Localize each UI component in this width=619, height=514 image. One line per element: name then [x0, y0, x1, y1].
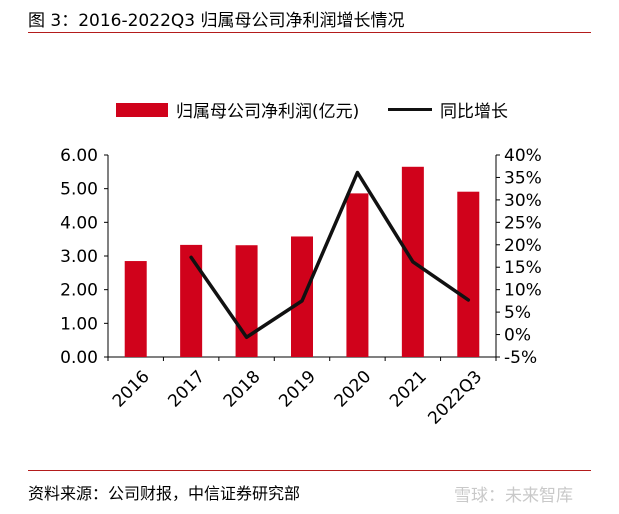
legend-item-line: 同比增长: [388, 97, 508, 122]
x-category-label: 2022Q3: [424, 367, 486, 429]
source-rule: [28, 470, 591, 471]
legend-bar-label: 归属母公司净利润(亿元): [176, 102, 360, 122]
x-category-label: 2019: [275, 367, 320, 412]
y-left-tick-label: 1.00: [60, 314, 98, 334]
y-right-tick-label: 0%: [504, 326, 531, 346]
bar: [235, 245, 258, 357]
growth-line: [189, 170, 471, 339]
y-right-tick-label: 15%: [504, 258, 542, 278]
bar: [457, 191, 480, 357]
y-right-tick-label: 25%: [504, 213, 542, 233]
legend-line-swatch: [388, 108, 432, 111]
y-left-tick-label: 4.00: [60, 213, 98, 233]
y-right-tick-label: 35%: [504, 168, 542, 188]
x-category-label: 2021: [386, 367, 431, 412]
legend-line-label: 同比增长: [440, 102, 508, 122]
bar: [180, 244, 203, 357]
y-right-tick-label: -5%: [504, 348, 537, 368]
y-right-tick-label: 20%: [504, 236, 542, 256]
legend-bar-swatch: [116, 102, 168, 117]
y-left-tick-label: 5.00: [60, 180, 98, 200]
y-right-tick-label: 10%: [504, 281, 542, 301]
bar: [124, 261, 147, 357]
figure-title: 图 3：2016-2022Q3 归属母公司净利润增长情况: [28, 11, 405, 31]
bar: [346, 193, 369, 357]
source-note: 资料来源：公司财报，中信证券研究部: [28, 484, 301, 503]
y-left-tick-label: 2.00: [60, 281, 98, 301]
y-right-tick-label: 30%: [504, 191, 542, 211]
bar-series: [124, 166, 480, 357]
y-left-tick-label: 0.00: [60, 348, 98, 368]
x-category-label: 2017: [164, 367, 209, 412]
x-category-label: 2016: [109, 367, 154, 412]
legend-item-bar: 归属母公司净利润(亿元): [116, 97, 359, 122]
watermark: 雪球：未来智库: [454, 486, 573, 506]
y-left-tick-label: 6.00: [60, 146, 98, 166]
y-left-tick-label: 3.00: [60, 247, 98, 267]
y-right-tick-label: 40%: [504, 146, 542, 166]
x-category-label: 2018: [220, 367, 265, 412]
line-series: [189, 170, 471, 339]
title-rule: [28, 32, 591, 33]
x-category-label: 2020: [331, 367, 376, 412]
y-right-tick-label: 5%: [504, 303, 531, 323]
